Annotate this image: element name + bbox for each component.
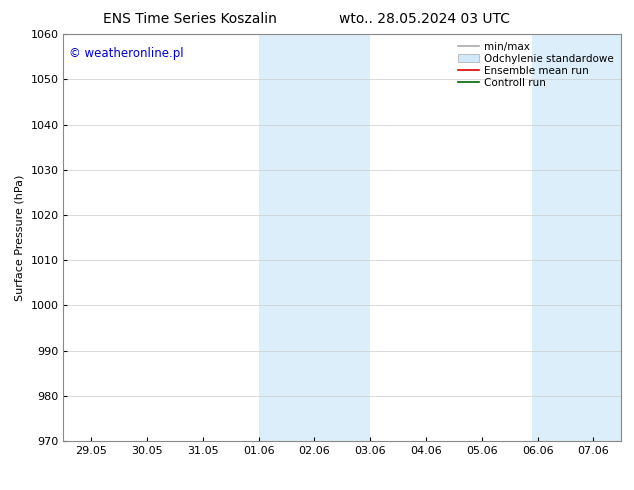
Y-axis label: Surface Pressure (hPa): Surface Pressure (hPa)	[15, 174, 25, 301]
Text: © weatheronline.pl: © weatheronline.pl	[69, 47, 184, 59]
Bar	[259, 34, 370, 441]
Text: ENS Time Series Koszalin: ENS Time Series Koszalin	[103, 12, 277, 26]
Legend: min/max, Odchylenie standardowe, Ensemble mean run, Controll run: min/max, Odchylenie standardowe, Ensembl…	[454, 37, 618, 92]
Text: wto.. 28.05.2024 03 UTC: wto.. 28.05.2024 03 UTC	[339, 12, 510, 26]
Bar	[532, 34, 621, 441]
